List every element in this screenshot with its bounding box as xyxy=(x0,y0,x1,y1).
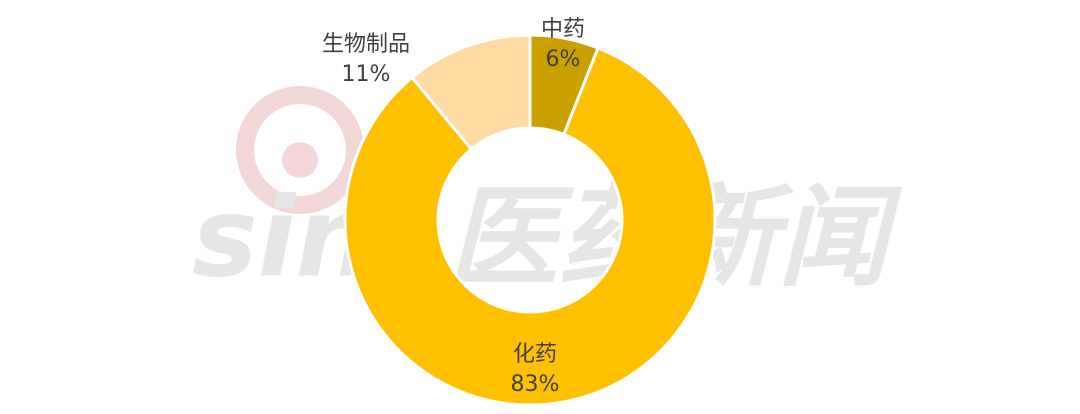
slice-value-label: 6% xyxy=(546,47,581,72)
slice-label: 化药 xyxy=(513,342,557,367)
donut-slice xyxy=(409,33,532,152)
watermark: sina医药新闻 xyxy=(192,173,903,301)
watermark-logo xyxy=(236,86,364,214)
slice-value-label: 83% xyxy=(511,372,560,397)
slice-label: 中药 xyxy=(541,17,585,42)
slice-label: 生物制品 xyxy=(322,32,410,57)
donut-slice xyxy=(343,46,717,407)
slice-value-label: 11% xyxy=(342,62,391,87)
